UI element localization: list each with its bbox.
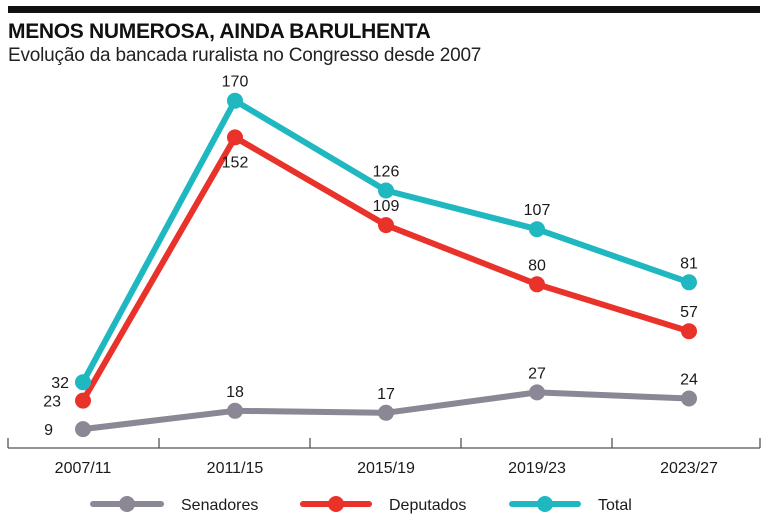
x-tick-label: 2011/15 bbox=[207, 460, 264, 477]
data-point-total bbox=[75, 374, 91, 391]
data-point-senadores bbox=[378, 404, 394, 421]
top-rule bbox=[8, 6, 760, 13]
legend-label-deputados: Deputados bbox=[389, 497, 466, 514]
data-label-deputados: 152 bbox=[222, 154, 249, 171]
data-label-total: 107 bbox=[524, 202, 551, 219]
data-label-total: 170 bbox=[222, 74, 249, 91]
x-tick-label: 2019/23 bbox=[508, 460, 566, 477]
data-point-deputados bbox=[75, 392, 91, 409]
data-point-total bbox=[529, 221, 545, 238]
data-labels: 9 18 17 27 24 23 152 109 80 57 32 170 126 107 81 bbox=[43, 74, 698, 439]
series-lines bbox=[80, 97, 692, 433]
data-point-total bbox=[378, 182, 394, 199]
data-point-total bbox=[681, 274, 697, 291]
data-point-senadores bbox=[227, 402, 243, 419]
data-label-total: 32 bbox=[51, 375, 69, 392]
data-label-deputados: 109 bbox=[373, 198, 400, 215]
data-point-deputados bbox=[378, 217, 394, 234]
data-label-senadores: 9 bbox=[44, 422, 53, 439]
data-point-senadores bbox=[529, 384, 545, 401]
legend-label-total: Total bbox=[598, 497, 632, 514]
legend-marker-deputados bbox=[328, 496, 344, 512]
legend-label-senadores: Senadores bbox=[181, 497, 258, 514]
x-tick-label: 2007/11 bbox=[55, 460, 112, 477]
data-label-deputados: 57 bbox=[680, 304, 698, 321]
data-label-deputados: 23 bbox=[43, 394, 61, 411]
data-label-total: 126 bbox=[373, 164, 400, 181]
data-label-senadores: 18 bbox=[226, 384, 244, 401]
x-tick-label: 2015/19 bbox=[357, 460, 415, 477]
data-point-deputados bbox=[681, 323, 697, 340]
data-point-deputados bbox=[227, 129, 243, 146]
data-label-deputados: 80 bbox=[528, 257, 546, 274]
data-label-senadores: 24 bbox=[680, 372, 698, 389]
legend-marker-senadores bbox=[119, 496, 135, 512]
chart-title: MENOS NUMEROSA, AINDA BARULHENTA bbox=[8, 20, 431, 43]
x-axis: 2007/11 2011/15 2015/19 2019/23 2023/27 bbox=[7, 438, 761, 477]
data-point-senadores bbox=[681, 390, 697, 407]
data-label-senadores: 27 bbox=[528, 365, 546, 382]
data-point-total bbox=[227, 92, 243, 109]
series-points bbox=[75, 92, 697, 438]
chart-subtitle: Evolução da bancada ruralista no Congres… bbox=[8, 45, 482, 66]
data-point-deputados bbox=[529, 276, 545, 293]
x-tick-label: 2023/27 bbox=[660, 460, 718, 477]
data-label-senadores: 17 bbox=[377, 386, 395, 403]
legend-marker-total bbox=[537, 496, 553, 512]
data-point-senadores bbox=[75, 421, 91, 438]
legend: Senadores Deputados Total bbox=[90, 496, 632, 514]
data-label-total: 81 bbox=[680, 255, 698, 272]
